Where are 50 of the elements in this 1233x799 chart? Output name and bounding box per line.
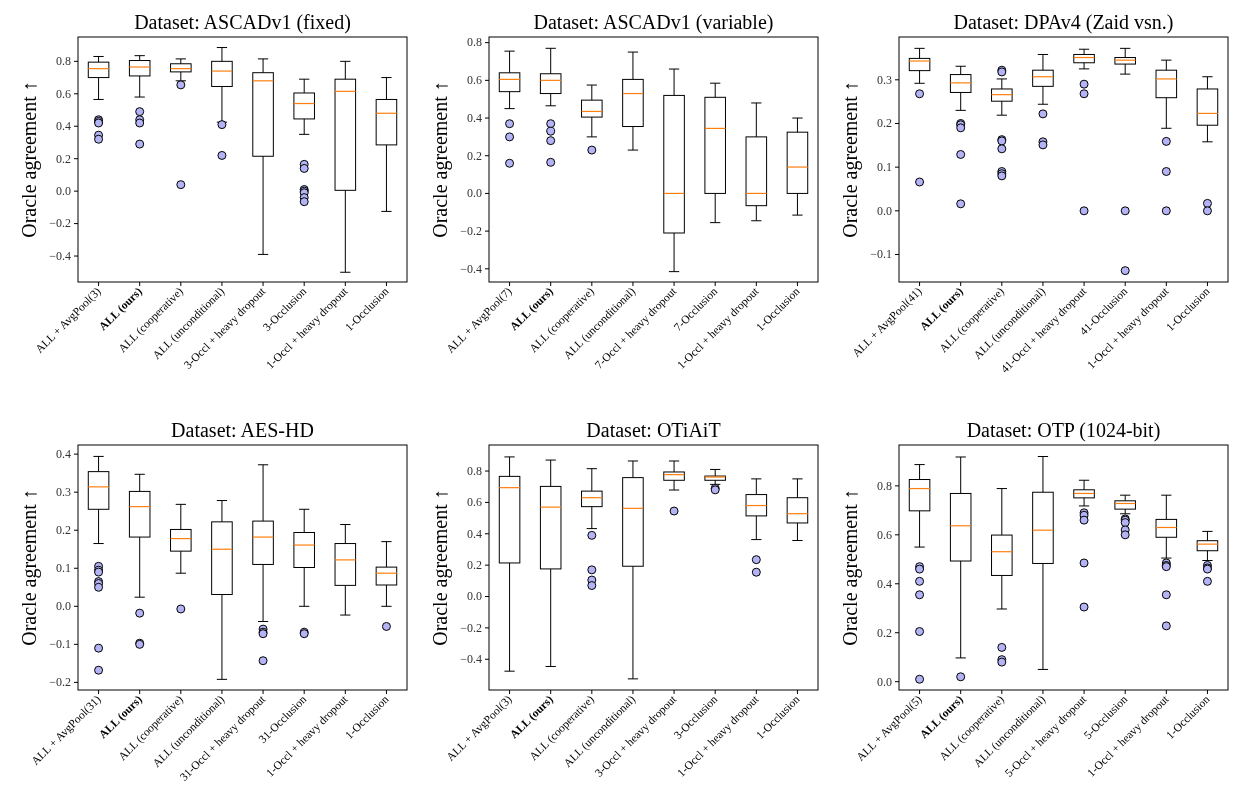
y-tick-label: 0.0: [877, 203, 892, 218]
y-tick-label: 0.2: [56, 151, 71, 166]
y-axis-title: Oracle agreement ↑: [429, 81, 452, 238]
y-tick-label: 0.4: [467, 110, 482, 125]
chart-title: Dataset: ASCADv1 (fixed): [134, 11, 351, 34]
y-tick-label: 0.1: [56, 561, 71, 576]
chart-title: Dataset: AES-HD: [171, 419, 314, 441]
y-tick-label: 0.8: [467, 35, 482, 50]
chart-title: Dataset: DPAv4 (Zaid vsn.): [953, 11, 1174, 34]
chart-title: Dataset: OTiAiT: [586, 419, 721, 441]
y-tick-label: −0.1: [49, 637, 71, 652]
y-tick-label: 0.8: [467, 463, 482, 478]
y-axis-title: Oracle agreement ↑: [839, 489, 862, 646]
y-tick-label: 0.4: [877, 576, 892, 591]
y-tick-label: 0.2: [877, 116, 892, 131]
y-axis-title: Oracle agreement ↑: [839, 81, 862, 238]
chart-title: Dataset: ASCADv1 (variable): [533, 11, 774, 34]
y-tick-label: 0.1: [877, 159, 892, 174]
y-tick-label: 0.8: [877, 478, 892, 493]
chart-title: Dataset: OTP (1024-bit): [966, 419, 1161, 442]
y-tick-label: 0.2: [56, 523, 71, 538]
y-tick-label: 0.4: [56, 446, 71, 461]
y-tick-label: 0.2: [467, 148, 482, 163]
y-tick-label: −0.4: [460, 261, 482, 276]
y-tick-label: 0.6: [467, 73, 482, 88]
y-tick-label: 0.0: [56, 183, 71, 198]
y-tick-label: 0.8: [56, 54, 71, 69]
y-axis-title: Oracle agreement ↑: [429, 489, 452, 646]
y-tick-label: 0.4: [56, 119, 71, 134]
y-tick-label: 0.6: [877, 527, 892, 542]
y-axis-title: Oracle agreement ↑: [18, 489, 41, 646]
y-tick-label: 0.0: [877, 674, 892, 689]
y-tick-label: −0.2: [49, 216, 71, 231]
y-tick-label: 0.0: [56, 599, 71, 614]
y-axis-title: Oracle agreement ↑: [18, 81, 41, 238]
y-tick-label: 0.4: [467, 526, 482, 541]
y-tick-label: −0.4: [460, 652, 482, 667]
y-tick-label: 0.3: [56, 485, 71, 500]
y-tick-label: 0.2: [877, 625, 892, 640]
y-tick-label: 0.2: [467, 557, 482, 572]
y-tick-label: −0.2: [49, 675, 71, 690]
y-tick-label: −0.4: [49, 248, 71, 263]
y-tick-label: 0.0: [467, 589, 482, 604]
y-tick-label: −0.1: [870, 247, 892, 262]
y-tick-label: 0.6: [56, 86, 71, 101]
y-tick-label: 0.3: [877, 72, 892, 87]
y-tick-label: −0.2: [460, 223, 482, 238]
y-tick-label: 0.0: [467, 186, 482, 201]
y-tick-label: −0.2: [460, 620, 482, 635]
y-tick-label: 0.6: [467, 495, 482, 510]
